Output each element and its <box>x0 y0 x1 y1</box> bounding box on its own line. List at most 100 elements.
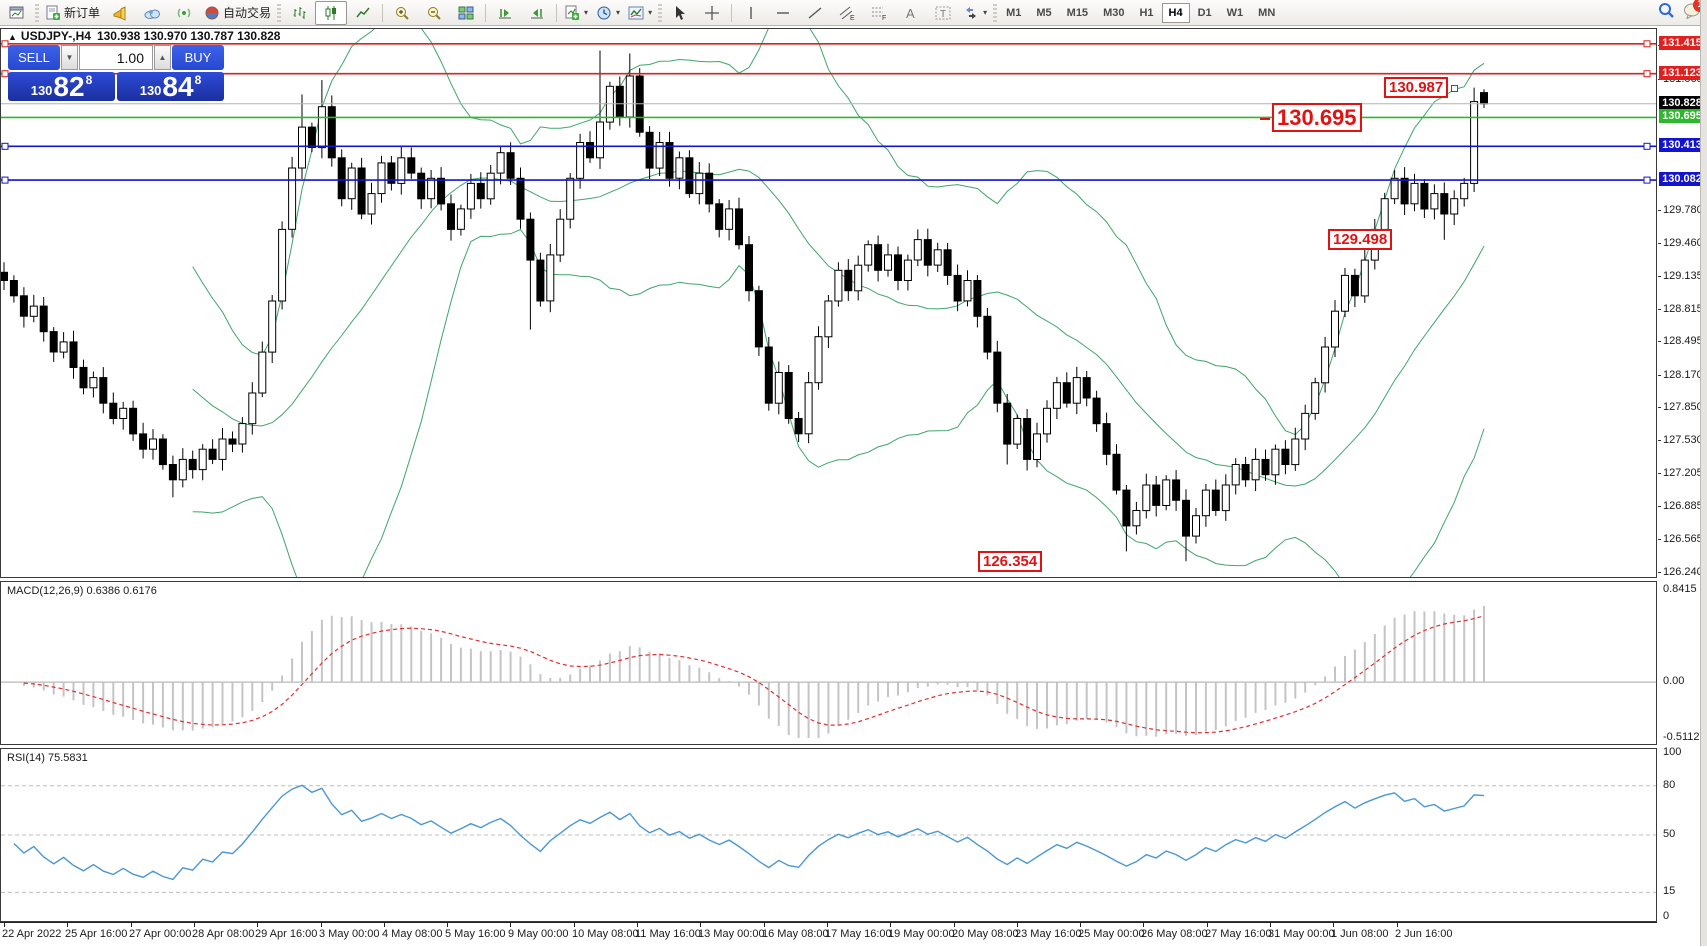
bollinger-upper-band[interactable] <box>192 29 1485 436</box>
buy-button[interactable]: BUY <box>172 45 224 70</box>
candle[interactable] <box>288 167 297 230</box>
candle[interactable] <box>586 142 594 159</box>
candle[interactable] <box>1251 458 1260 481</box>
candle[interactable] <box>228 438 237 445</box>
candle[interactable] <box>655 142 664 169</box>
candle[interactable] <box>427 177 436 200</box>
candle[interactable] <box>1013 418 1022 445</box>
indicators-button[interactable]: ▾ <box>624 1 656 25</box>
candle[interactable] <box>1023 418 1032 460</box>
zoom-in-button[interactable] <box>386 1 418 25</box>
candle[interactable] <box>39 305 48 333</box>
candle[interactable] <box>1341 274 1349 312</box>
candle[interactable] <box>1261 458 1270 476</box>
timeframe-MN[interactable]: MN <box>1258 6 1276 19</box>
candle[interactable] <box>695 172 704 195</box>
bollinger-lower-band[interactable] <box>192 228 1485 578</box>
candle[interactable] <box>486 172 495 200</box>
candle[interactable] <box>357 167 366 215</box>
candle[interactable] <box>1211 489 1220 512</box>
candle[interactable] <box>218 438 227 460</box>
rsi-panel[interactable]: RSI(14) 75.5831 <box>0 748 1657 922</box>
candle[interactable] <box>1241 464 1250 481</box>
candle[interactable] <box>1390 177 1399 200</box>
buy-price-button[interactable]: 130 84 8 <box>117 72 224 101</box>
candle[interactable] <box>745 244 753 292</box>
candle[interactable] <box>387 162 396 184</box>
candle[interactable] <box>784 372 793 419</box>
candle[interactable] <box>417 172 426 200</box>
candle[interactable] <box>1152 484 1161 506</box>
candle[interactable] <box>198 448 207 471</box>
candle[interactable] <box>248 392 257 425</box>
zoom-out-button[interactable] <box>418 1 450 25</box>
candle[interactable] <box>109 402 118 420</box>
candle[interactable] <box>665 142 674 179</box>
candle[interactable] <box>1122 489 1131 527</box>
cursor-button[interactable] <box>664 1 696 25</box>
candle[interactable] <box>99 377 108 404</box>
candle[interactable] <box>1400 177 1409 205</box>
candle[interactable] <box>129 407 138 435</box>
candle[interactable] <box>1092 397 1101 425</box>
price-annotation-126.354[interactable]: 126.354 <box>978 551 1043 573</box>
search-icon[interactable] <box>1658 2 1675 19</box>
panel-separator[interactable] <box>0 745 1657 748</box>
candle[interactable] <box>208 448 217 460</box>
candle[interactable] <box>884 254 892 271</box>
candle[interactable] <box>725 208 734 230</box>
candle[interactable] <box>834 269 843 302</box>
candle[interactable] <box>19 295 28 317</box>
collapse-chart-icon[interactable]: ▲ <box>8 32 17 42</box>
candle[interactable] <box>735 208 743 246</box>
candle[interactable] <box>397 157 406 184</box>
candle[interactable] <box>178 458 187 481</box>
candle[interactable] <box>576 142 585 179</box>
candlestick-chart-button[interactable] <box>315 0 348 25</box>
candle[interactable] <box>347 167 356 200</box>
candle[interactable] <box>764 346 773 404</box>
candle[interactable] <box>864 244 873 266</box>
candle[interactable] <box>953 274 962 302</box>
candle[interactable] <box>79 366 88 389</box>
volume-increase-button[interactable]: ▲ <box>154 45 171 70</box>
candle[interactable] <box>963 280 972 302</box>
equidistant-channel-button[interactable]: E <box>831 1 863 25</box>
price-annotation-130.987[interactable]: 130.987 <box>1384 77 1459 99</box>
candle[interactable] <box>1102 423 1111 455</box>
community-button[interactable] <box>136 1 168 25</box>
candle[interactable] <box>913 239 922 261</box>
candle[interactable] <box>456 208 465 230</box>
candle[interactable] <box>1420 182 1429 210</box>
candle[interactable] <box>824 300 833 338</box>
text-label-button[interactable]: T <box>927 1 959 25</box>
timeframe-W1[interactable]: W1 <box>1226 6 1244 19</box>
candle[interactable] <box>923 239 932 266</box>
line-handle[interactable] <box>1 40 9 48</box>
timeframe-H1[interactable]: H1 <box>1139 6 1154 19</box>
chart-shift-button[interactable] <box>521 1 553 25</box>
arrows-button[interactable]: ▾ <box>959 1 991 25</box>
candle[interactable] <box>1350 274 1359 297</box>
candle[interactable] <box>526 218 535 261</box>
candle[interactable] <box>407 157 416 174</box>
candle[interactable] <box>754 290 763 348</box>
candle[interactable] <box>1430 193 1439 210</box>
sell-price-button[interactable]: 130 82 8 <box>8 72 115 101</box>
candle[interactable] <box>1062 382 1071 404</box>
signals-button[interactable] <box>168 1 200 25</box>
new-order-button[interactable]: 新订单 <box>41 1 104 25</box>
candle[interactable] <box>556 218 565 256</box>
timeframe-M15[interactable]: M15 <box>1066 6 1089 19</box>
line-handle[interactable] <box>1643 40 1651 48</box>
alerts-button[interactable] <box>104 1 136 25</box>
candle[interactable] <box>516 177 525 220</box>
candle[interactable] <box>337 157 346 200</box>
candle[interactable] <box>307 126 316 148</box>
candle[interactable] <box>1271 448 1280 476</box>
candle[interactable] <box>59 341 68 353</box>
candle[interactable] <box>983 315 992 353</box>
candle[interactable] <box>238 423 247 445</box>
line-handle[interactable] <box>1 176 9 184</box>
candle[interactable] <box>1321 346 1330 384</box>
